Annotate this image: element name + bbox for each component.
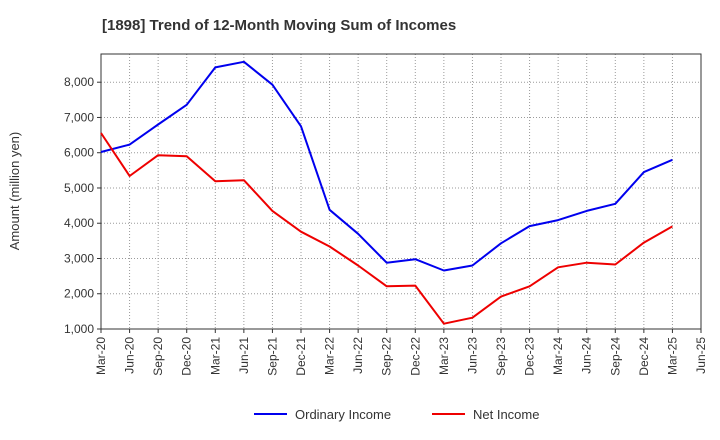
x-tick-label: Jun-25 bbox=[694, 337, 708, 374]
y-tick-label: 7,000 bbox=[64, 110, 94, 124]
y-tick-label: 2,000 bbox=[64, 287, 94, 301]
y-axis-label: Amount (million yen) bbox=[7, 132, 22, 251]
x-tick-label: Dec-21 bbox=[294, 337, 308, 376]
legend-label-ordinary-income: Ordinary Income bbox=[295, 407, 391, 422]
x-tick-label: Mar-22 bbox=[323, 337, 337, 375]
net-income-line bbox=[100, 132, 673, 325]
x-tick-label: Jun-20 bbox=[123, 337, 137, 374]
x-tick-label: Jun-24 bbox=[580, 337, 594, 374]
y-tick-label: 5,000 bbox=[64, 181, 94, 195]
axes: 1,000 2,000 3,000 4,000 5,000 6,000 7,000 8,000… bbox=[64, 53, 708, 376]
x-tick-label: Sep-24 bbox=[608, 337, 622, 376]
series-lines bbox=[100, 60, 673, 325]
plot-frame bbox=[100, 53, 702, 330]
grid bbox=[101, 54, 701, 329]
legend: Ordinary Income Net Income bbox=[254, 407, 539, 422]
x-tick-label: Dec-22 bbox=[408, 337, 422, 376]
x-tick-label: Mar-24 bbox=[551, 337, 565, 375]
x-tick-label: Mar-23 bbox=[437, 337, 451, 375]
x-tick-label: Jun-21 bbox=[237, 337, 251, 374]
x-tick-label: Mar-20 bbox=[94, 337, 108, 375]
chart-title: [1898] Trend of 12-Month Moving Sum of I… bbox=[102, 17, 456, 34]
y-tick-label: 4,000 bbox=[64, 216, 94, 230]
x-tick-label: Dec-24 bbox=[637, 337, 651, 376]
x-tick-label: Sep-21 bbox=[265, 337, 279, 376]
x-tick-label: Dec-23 bbox=[523, 337, 537, 376]
y-tick-label: 6,000 bbox=[64, 146, 94, 160]
x-tick-label: Mar-25 bbox=[665, 337, 679, 375]
ordinary-income-line bbox=[100, 60, 673, 272]
x-tick-label: Jun-23 bbox=[465, 337, 479, 374]
y-tick-label: 3,000 bbox=[64, 251, 94, 265]
x-tick-label: Sep-22 bbox=[380, 337, 394, 376]
x-tick-label: Dec-20 bbox=[180, 337, 194, 376]
legend-label-net-income: Net Income bbox=[473, 407, 539, 422]
x-tick-label: Sep-23 bbox=[494, 337, 508, 376]
y-tick-label: 1,000 bbox=[64, 322, 94, 336]
x-tick-label: Jun-22 bbox=[351, 337, 365, 374]
x-tick-label: Mar-21 bbox=[208, 337, 222, 375]
x-tick-label: Sep-20 bbox=[151, 337, 165, 376]
y-tick-label: 8,000 bbox=[64, 75, 94, 89]
